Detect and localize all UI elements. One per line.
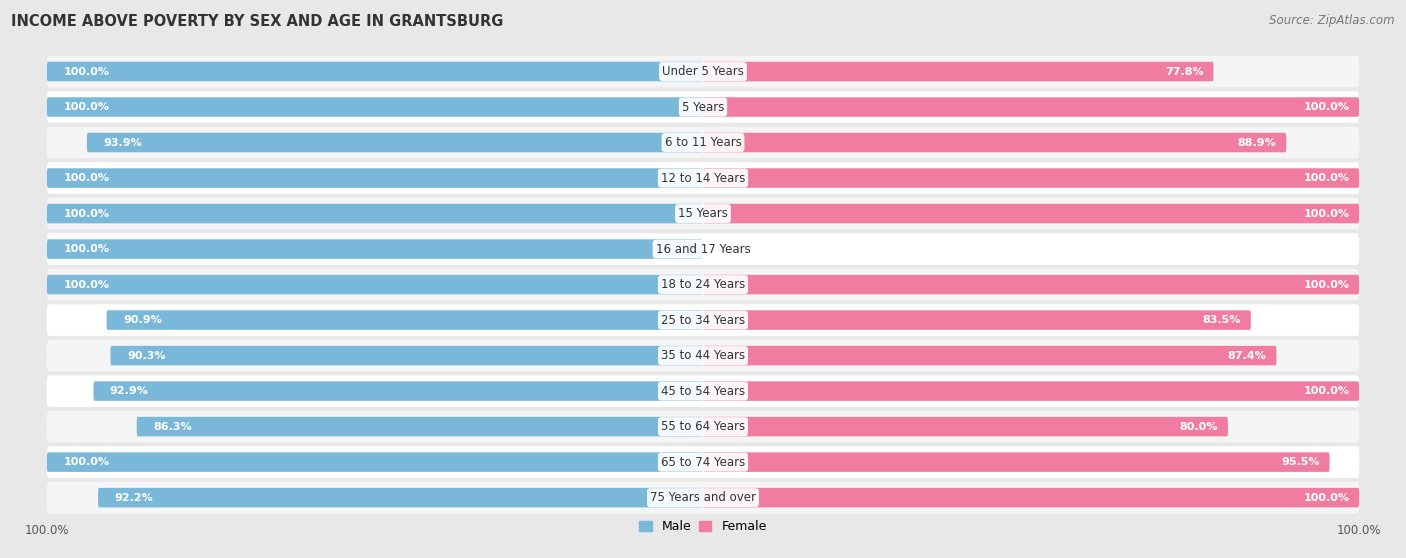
FancyBboxPatch shape: [46, 169, 703, 188]
Text: 100.0%: 100.0%: [63, 244, 110, 254]
FancyBboxPatch shape: [703, 275, 1360, 295]
FancyBboxPatch shape: [46, 411, 1360, 442]
Text: 80.0%: 80.0%: [1180, 422, 1218, 432]
Text: 18 to 24 Years: 18 to 24 Years: [661, 278, 745, 291]
FancyBboxPatch shape: [703, 133, 1286, 152]
Text: 100.0%: 100.0%: [1303, 209, 1350, 219]
Text: 35 to 44 Years: 35 to 44 Years: [661, 349, 745, 362]
FancyBboxPatch shape: [46, 304, 1360, 336]
Text: INCOME ABOVE POVERTY BY SEX AND AGE IN GRANTSBURG: INCOME ABOVE POVERTY BY SEX AND AGE IN G…: [11, 14, 503, 29]
FancyBboxPatch shape: [703, 346, 1277, 365]
FancyBboxPatch shape: [46, 446, 1360, 478]
FancyBboxPatch shape: [87, 133, 703, 152]
FancyBboxPatch shape: [703, 381, 1360, 401]
FancyBboxPatch shape: [46, 269, 1360, 300]
Text: 92.9%: 92.9%: [110, 386, 149, 396]
Text: 95.5%: 95.5%: [1281, 457, 1320, 467]
FancyBboxPatch shape: [46, 453, 703, 472]
FancyBboxPatch shape: [46, 275, 703, 295]
FancyBboxPatch shape: [111, 346, 703, 365]
FancyBboxPatch shape: [46, 91, 1360, 123]
Text: 12 to 14 Years: 12 to 14 Years: [661, 171, 745, 185]
FancyBboxPatch shape: [46, 162, 1360, 194]
FancyBboxPatch shape: [46, 62, 703, 81]
Text: 5 Years: 5 Years: [682, 100, 724, 113]
Text: 6 to 11 Years: 6 to 11 Years: [665, 136, 741, 149]
FancyBboxPatch shape: [46, 239, 703, 259]
Text: 100.0%: 100.0%: [1303, 280, 1350, 290]
FancyBboxPatch shape: [93, 381, 703, 401]
FancyBboxPatch shape: [703, 453, 1330, 472]
Text: 75 Years and over: 75 Years and over: [650, 491, 756, 504]
Text: 83.5%: 83.5%: [1202, 315, 1241, 325]
FancyBboxPatch shape: [46, 204, 703, 223]
FancyBboxPatch shape: [46, 233, 1360, 265]
Text: 55 to 64 Years: 55 to 64 Years: [661, 420, 745, 433]
Text: 100.0%: 100.0%: [63, 173, 110, 183]
Text: 45 to 54 Years: 45 to 54 Years: [661, 384, 745, 398]
FancyBboxPatch shape: [46, 376, 1360, 407]
Text: 100.0%: 100.0%: [1303, 493, 1350, 503]
Text: 92.2%: 92.2%: [114, 493, 153, 503]
FancyBboxPatch shape: [703, 62, 1213, 81]
Text: 87.4%: 87.4%: [1227, 350, 1267, 360]
Text: 90.3%: 90.3%: [127, 350, 166, 360]
Text: Source: ZipAtlas.com: Source: ZipAtlas.com: [1270, 14, 1395, 27]
Legend: Male, Female: Male, Female: [634, 516, 772, 538]
Text: 15 Years: 15 Years: [678, 207, 728, 220]
FancyBboxPatch shape: [46, 56, 1360, 87]
Text: 100.0%: 100.0%: [63, 102, 110, 112]
FancyBboxPatch shape: [703, 417, 1227, 436]
Text: 86.3%: 86.3%: [153, 422, 191, 432]
FancyBboxPatch shape: [46, 97, 703, 117]
Text: 88.9%: 88.9%: [1237, 137, 1277, 147]
Text: Under 5 Years: Under 5 Years: [662, 65, 744, 78]
Text: 100.0%: 100.0%: [63, 209, 110, 219]
Text: 100.0%: 100.0%: [1303, 102, 1350, 112]
FancyBboxPatch shape: [703, 97, 1360, 117]
FancyBboxPatch shape: [136, 417, 703, 436]
FancyBboxPatch shape: [46, 482, 1360, 513]
Text: 100.0%: 100.0%: [63, 280, 110, 290]
FancyBboxPatch shape: [46, 127, 1360, 158]
Text: 100.0%: 100.0%: [63, 66, 110, 76]
FancyBboxPatch shape: [107, 310, 703, 330]
FancyBboxPatch shape: [703, 204, 1360, 223]
FancyBboxPatch shape: [46, 340, 1360, 372]
Text: 90.9%: 90.9%: [122, 315, 162, 325]
Text: 0.0%: 0.0%: [716, 244, 747, 254]
Text: 100.0%: 100.0%: [1303, 173, 1350, 183]
Text: 25 to 34 Years: 25 to 34 Years: [661, 314, 745, 326]
Text: 100.0%: 100.0%: [63, 457, 110, 467]
FancyBboxPatch shape: [98, 488, 703, 507]
FancyBboxPatch shape: [703, 488, 1360, 507]
Text: 100.0%: 100.0%: [1303, 386, 1350, 396]
FancyBboxPatch shape: [46, 198, 1360, 229]
Text: 65 to 74 Years: 65 to 74 Years: [661, 456, 745, 469]
FancyBboxPatch shape: [703, 169, 1360, 188]
Text: 77.8%: 77.8%: [1166, 66, 1204, 76]
Text: 93.9%: 93.9%: [103, 137, 142, 147]
Text: 16 and 17 Years: 16 and 17 Years: [655, 243, 751, 256]
FancyBboxPatch shape: [703, 310, 1251, 330]
